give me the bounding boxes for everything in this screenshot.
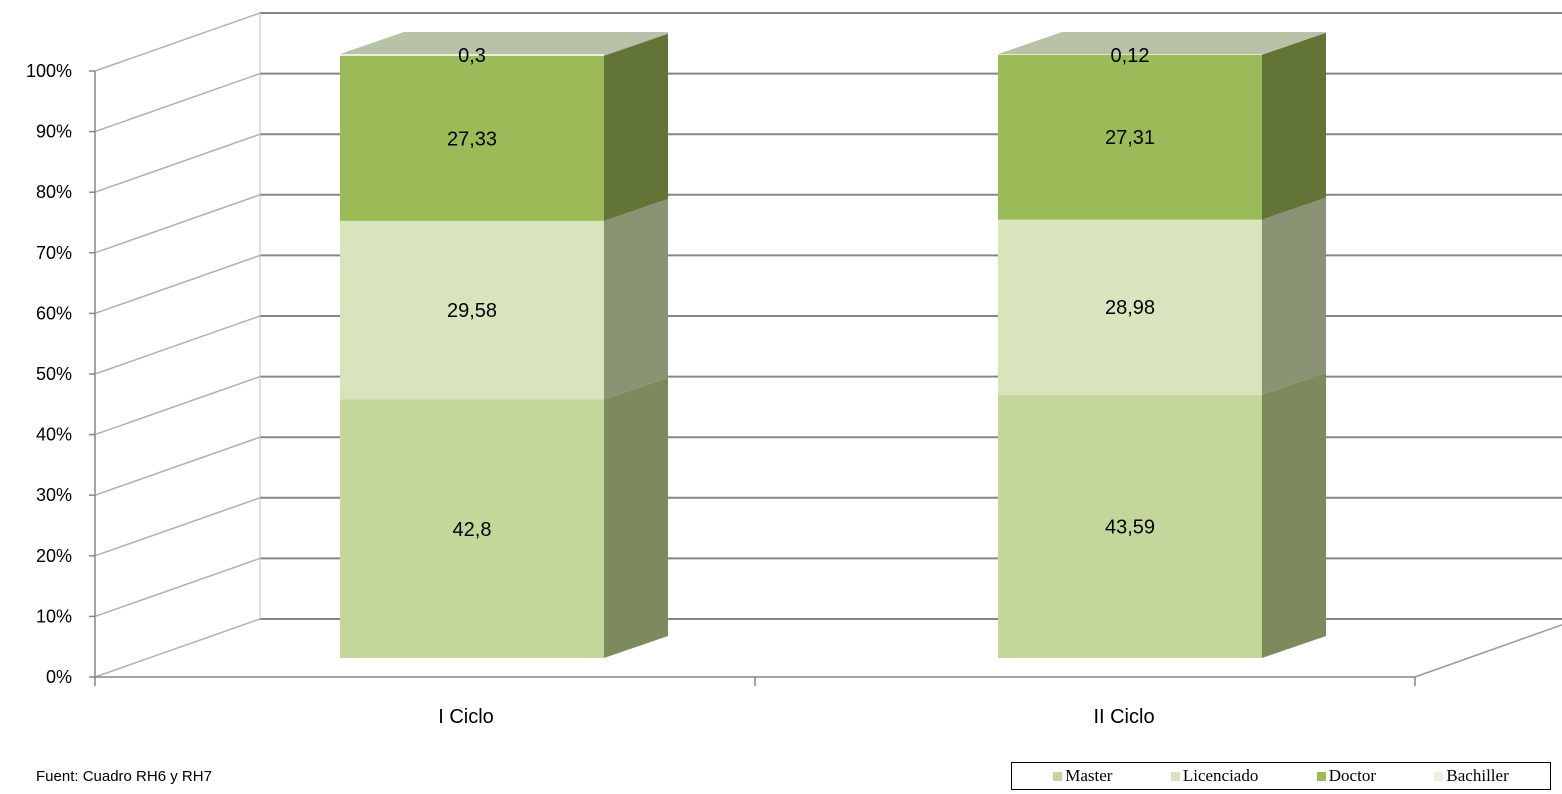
bar-segment-doctor <box>998 54 1262 220</box>
bar-side-master <box>1262 372 1326 658</box>
side-gridline <box>94 557 261 618</box>
bar-side-bachiller <box>1262 32 1326 55</box>
data-label: 29,58 <box>447 300 497 322</box>
data-label-top: 0,12 <box>1111 45 1150 67</box>
legend-item-doctor: Doctor <box>1316 766 1376 786</box>
side-gridline <box>94 133 261 193</box>
bar-top-face <box>998 32 1326 54</box>
bar-segment-bachiller <box>998 54 1262 55</box>
source-note: Fuent: Cuadro RH6 y RH7 <box>36 768 212 785</box>
legend-swatch-licenciado <box>1170 771 1180 781</box>
side-gridline <box>94 497 261 557</box>
bar-side-doctor <box>604 33 668 221</box>
legend: Master Licenciado Doctor Bachiller <box>1011 762 1551 790</box>
bar-segment-licenciado <box>340 220 604 400</box>
legend-item-bachiller: Bachiller <box>1434 766 1509 786</box>
y-tick-label: 100% <box>26 61 72 81</box>
data-label: 42,8 <box>453 519 492 541</box>
data-label-top: 0,3 <box>458 45 486 67</box>
legend-swatch-master <box>1053 771 1063 781</box>
y-tick-label: 80% <box>36 182 72 202</box>
stacked-bar-chart: 0% 10% 20% 30% 40% 50% 60% 70% 80% 90% 100% I Cicl… <box>26 12 1562 728</box>
bar-side-master <box>604 377 668 658</box>
side-gridline <box>94 194 261 254</box>
y-tick-label: 90% <box>36 122 72 142</box>
y-tick-label: 0% <box>46 667 72 687</box>
bar-top-face <box>340 32 668 54</box>
data-label: 43,59 <box>1105 516 1155 538</box>
side-gridline <box>94 72 261 133</box>
chart-walls <box>94 12 1562 678</box>
y-tick-label: 40% <box>36 425 72 445</box>
side-gridline <box>94 12 261 72</box>
y-tick-label: 30% <box>36 485 72 505</box>
side-gridline <box>94 436 261 496</box>
bar-segment-master <box>998 394 1262 658</box>
x-axis: I Ciclo II Ciclo <box>94 676 1416 728</box>
data-label: 28,98 <box>1105 297 1155 319</box>
legend-label-bachiller: Bachiller <box>1446 766 1509 785</box>
data-label: 27,31 <box>1105 127 1155 149</box>
x-tick-label: II Ciclo <box>1093 706 1154 728</box>
y-tick-label: 10% <box>36 606 72 626</box>
data-label: 27,33 <box>447 128 497 150</box>
bar-segment-licenciado <box>998 219 1262 395</box>
legend-label-licenciado: Licenciado <box>1182 766 1259 785</box>
bar-side-licenciado <box>604 198 668 400</box>
legend-swatch-doctor <box>1316 771 1326 781</box>
bar-segment-doctor <box>340 55 604 221</box>
side-gridline <box>94 375 261 436</box>
bar-side-doctor <box>1262 32 1326 220</box>
bar-group: 42,8 29,58 27,33 0,3 43,59 28,98 27,31 0,12 <box>340 32 1326 658</box>
x-tick-label: I Ciclo <box>438 706 494 728</box>
y-tick-label: 50% <box>36 364 72 384</box>
legend-label-master: Master <box>1065 766 1113 785</box>
y-axis: 0% 10% 20% 30% 40% 50% 60% 70% 80% 90% 100% <box>26 61 96 687</box>
bar-segment-bachiller <box>340 54 604 56</box>
floor-edge <box>1414 624 1562 678</box>
legend-item-master: Master <box>1053 766 1112 786</box>
bar-side-bachiller <box>604 32 668 56</box>
bar-segment-master <box>340 399 604 658</box>
y-tick-label: 20% <box>36 546 72 566</box>
bar-side-licenciado <box>1262 197 1326 395</box>
legend-item-licenciado: Licenciado <box>1170 766 1259 786</box>
legend-label-doctor: Doctor <box>1328 766 1376 785</box>
y-tick-label: 70% <box>36 243 72 263</box>
side-gridline <box>94 254 261 315</box>
y-tick-label: 60% <box>36 303 72 323</box>
side-gridline <box>94 618 261 678</box>
side-gridline <box>94 315 261 375</box>
legend-swatch-bachiller <box>1434 771 1444 781</box>
